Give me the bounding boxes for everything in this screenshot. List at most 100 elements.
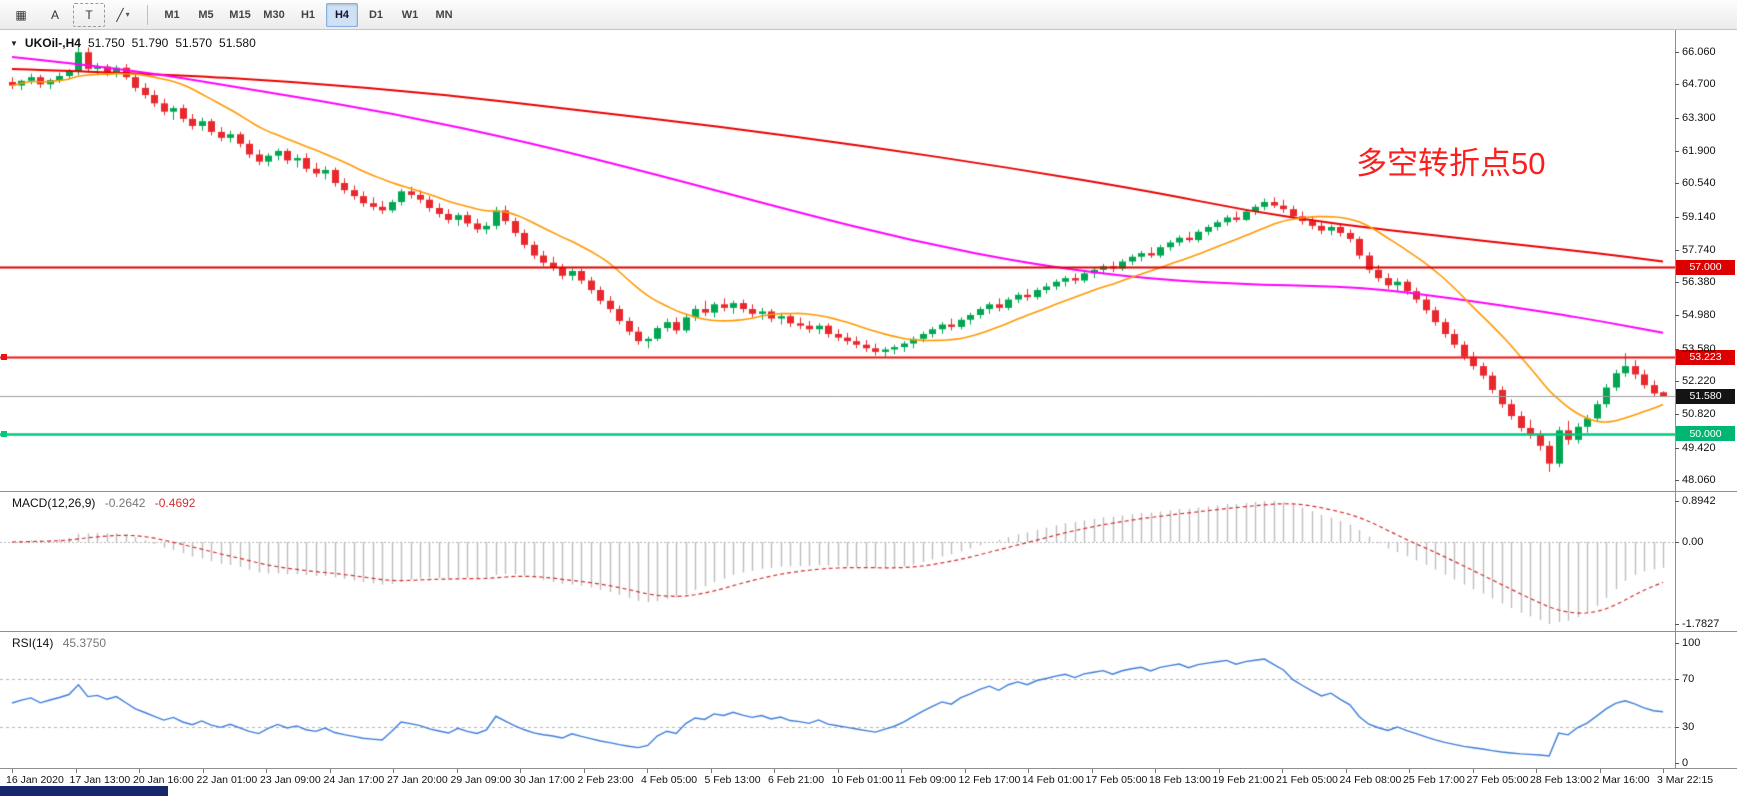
timeframe-m30-button[interactable]: M30 [263,8,285,21]
grid-icon[interactable]: ▦ [5,3,37,27]
time-axis-tick [1346,769,1347,773]
time-axis-tick [647,769,648,773]
symbol-name: UKOil-,H4 [24,36,81,50]
symbol-ohlc-header: ▼ UKOil-,H4 51.750 51.790 51.570 51.580 [10,36,256,50]
ohlc-close: 51.580 [219,36,256,50]
price-scale-label: 57.740 [1682,243,1716,256]
timeframe-mn-button[interactable]: MN [435,8,453,21]
timeframe-w1-button[interactable]: W1 [401,8,419,21]
time-axis-tick [266,769,267,773]
macd-main-value: -0.2642 [104,496,146,510]
time-axis-label: 17 Jan 13:00 [69,774,131,786]
rsi-indicator-label: RSI(14) 45.3750 [12,636,106,650]
price-scale-label: 66.060 [1682,46,1716,58]
rsi-panel-canvas[interactable] [0,633,1675,768]
text-box-tool-button[interactable]: T [73,2,105,27]
time-axis-tick [711,769,712,773]
rsi-scale-label: 30 [1682,721,1695,733]
timeframe-d1-button[interactable]: D1 [368,8,384,21]
time-axis-label: 22 Jan 01:00 [196,774,258,786]
text-tool-button[interactable]: A [39,3,71,27]
time-axis[interactable]: 16 Jan 2020 17 Jan 13:00 20 Jan 16:00 22 Ja… [0,769,1737,796]
macd-scale-label: 0.8942 [1682,495,1716,507]
time-axis-label: 3 Mar 22:15 [1657,774,1714,786]
price-scale-label: 48.060 [1682,474,1716,487]
panel-splitter[interactable] [0,631,1737,632]
time-axis-label: 14 Feb 01:00 [1022,774,1084,786]
time-axis-label: 12 Feb 17:00 [958,774,1021,786]
timeframe-buttons-group: M1 M5 M15 M30 H1 H4 D1 W1 MN [155,2,461,27]
macd-indicator-label: MACD(12,26,9) -0.2642 -0.4692 [12,496,195,510]
time-axis-label: 20 Jan 16:00 [133,774,194,786]
time-axis-label: 27 Jan 20:00 [387,774,448,786]
trendline-tool-button[interactable]: ╱ ▾ [107,3,139,27]
time-axis-label: 28 Feb 13:00 [1530,774,1592,786]
timeframe-m15-button[interactable]: M15 [229,8,251,21]
chevron-down-icon: ▾ [125,10,130,19]
time-axis-label: 24 Jan 17:00 [323,774,385,786]
time-axis-tick [1663,769,1664,773]
time-axis-tick [139,769,140,773]
macd-panel-canvas[interactable] [0,493,1675,631]
time-axis-tick [774,769,775,773]
price-chart-canvas[interactable] [0,30,1675,491]
panel-splitter[interactable] [0,491,1737,492]
time-axis-label: 18 Feb 13:00 [1149,774,1211,786]
timeframe-m1-button[interactable]: M1 [164,8,180,21]
time-axis-tick [901,769,902,773]
panel-splitter[interactable] [0,768,1737,769]
time-axis-label: 23 Jan 09:00 [260,774,321,786]
time-axis-label: 10 Feb 01:00 [831,774,894,786]
time-axis-tick [393,769,394,773]
ohlc-high: 51.790 [131,36,169,50]
macd-name: MACD(12,26,9) [12,496,96,510]
price-scale-label: 56.380 [1682,276,1716,289]
ohlc-low: 51.570 [175,36,213,50]
time-axis-label: 30 Jan 17:00 [514,774,575,786]
time-axis-tick [838,769,839,773]
price-scale-label: 64.700 [1682,78,1716,91]
time-axis-tick [1473,769,1474,773]
timeframe-h1-button[interactable]: H1 [300,8,316,21]
chart-text-annotation[interactable]: 多空转折点50 [1356,146,1546,181]
macd-scale-label: 0.00 [1682,536,1704,548]
time-axis-label: 27 Feb 05:00 [1466,774,1529,786]
price-line-badge: 57.000 [1676,259,1735,275]
price-line-badge: 51.580 [1676,388,1735,404]
trendline-tool-button-glyph: ╱ [116,7,124,22]
time-axis-tick [12,769,13,773]
time-axis-tick [965,769,966,773]
price-scale-label: 52.220 [1682,375,1716,388]
time-axis-label: 5 Feb 13:00 [704,774,761,786]
time-axis-tick [1155,769,1156,773]
time-axis-tick [1092,769,1093,773]
price-line-badge: 50.000 [1676,426,1735,442]
time-axis-tick [1282,769,1283,773]
rsi-name: RSI(14) [12,636,54,650]
expand-triangle-icon[interactable]: ▼ [10,38,18,48]
toolbar: ▦ A T ╱ ▾ M1 M5 M15 M30 H1 H4 D1 W1 MN [0,0,1737,30]
text-tool-button-glyph: A [50,7,59,22]
time-axis-tick [76,769,77,773]
time-axis-tick [1600,769,1601,773]
price-scale-border [1675,30,1676,769]
timeframe-h4-button[interactable]: H4 [326,2,358,27]
price-scale-label: 49.420 [1682,441,1716,454]
taskbar-fragment [0,786,168,796]
drawing-tools-group: ▦ A T ╱ ▾ [4,2,140,27]
time-axis-label: 29 Jan 09:00 [450,774,512,786]
price-scale-label: 54.980 [1682,309,1716,322]
time-axis-label: 16 Jan 2020 [6,774,64,786]
price-scale-label: 63.300 [1682,111,1716,124]
time-axis-label: 25 Feb 17:00 [1403,774,1465,786]
time-axis-label: 17 Feb 05:00 [1085,774,1148,786]
time-axis-tick [203,769,204,773]
time-axis-tick [584,769,585,773]
time-axis-tick [330,769,331,773]
timeframe-m5-button[interactable]: M5 [198,8,214,21]
time-axis-label: 24 Feb 08:00 [1339,774,1402,786]
time-axis-label: 19 Feb 21:00 [1212,774,1275,786]
macd-scale-label: -1.7827 [1682,618,1720,630]
macd-signal-value: -0.4692 [154,496,196,510]
price-scale-label: 59.140 [1682,210,1716,223]
